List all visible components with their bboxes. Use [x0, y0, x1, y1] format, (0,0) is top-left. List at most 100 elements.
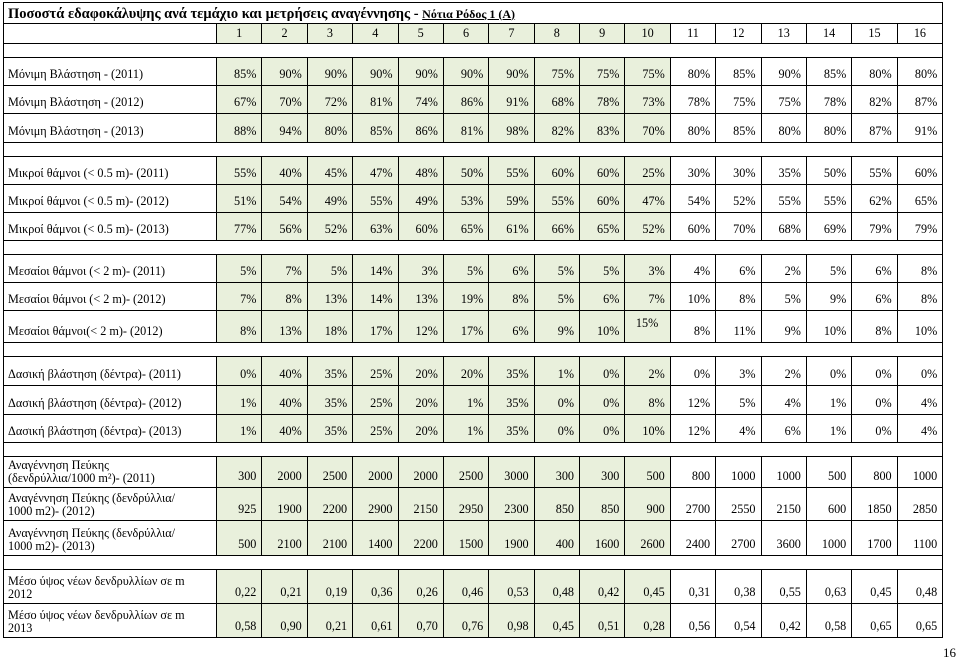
value-cell: 54% [669, 184, 717, 213]
value-cell: 0,19 [306, 569, 354, 604]
value-cell: 90% [488, 57, 535, 86]
value-cell: 63% [352, 212, 399, 241]
value-cell: 0,38 [715, 569, 762, 604]
separator-cell [2, 43, 944, 58]
value-cell: 8% [669, 310, 717, 343]
group-separator [2, 240, 944, 255]
value-cell: 0,53 [488, 569, 535, 604]
value-cell: 800 [669, 456, 717, 488]
value-cell: 850 [533, 487, 581, 521]
value-cell: 925 [215, 487, 263, 521]
value-cell: 65% [442, 212, 490, 241]
value-cell: 49% [306, 184, 354, 213]
value-cell: 1400 [352, 520, 399, 556]
value-cell: 50% [805, 156, 853, 185]
value-cell: 65% [578, 212, 626, 241]
value-cell: 5% [533, 282, 581, 311]
table-row: Μόνιμη Βλάστηση - (2011) 85% 90% 90% 90% 90% 9… [3, 57, 944, 86]
value-cell: 86% [397, 113, 444, 143]
value-cell: 2100 [261, 520, 308, 556]
value-cell: 0% [533, 414, 581, 443]
value-cell: 91% [896, 113, 944, 143]
value-cell: 9% [760, 310, 807, 343]
value-cell: 300 [533, 456, 581, 488]
value-cell: 5% [760, 282, 807, 311]
value-cell: 49% [397, 184, 444, 213]
value-cell: 30% [715, 156, 762, 185]
value-cell: 0,51 [578, 603, 626, 638]
value-cell: 8% [715, 282, 762, 311]
value-cell: 87% [851, 113, 898, 143]
value-cell: 5% [805, 254, 853, 283]
table-row: Μεσαίοι θάμνοι (< 2 m)- (2012) 7% 8% 13% 14%… [3, 282, 944, 311]
value-cell: 500 [215, 520, 263, 556]
value-cell: 90% [306, 57, 354, 86]
value-cell: 72% [306, 85, 354, 114]
value-cell: 2% [624, 356, 671, 386]
value-cell: 8% [896, 254, 944, 283]
value-cell: 0,65 [851, 603, 898, 638]
value-cell: 8% [624, 385, 671, 415]
row-label: Δασική βλάστηση (δέντρα)- (2011) [3, 356, 217, 386]
value-cell: 9% [533, 310, 581, 343]
value-cell: 10% [624, 414, 671, 443]
value-cell: 40% [261, 385, 308, 415]
value-cell: 5% [306, 254, 354, 283]
value-cell: 2550 [715, 487, 762, 521]
value-cell: 1600 [578, 520, 626, 556]
column-header: 3 [306, 23, 354, 44]
value-cell: 17% [352, 310, 399, 343]
row-label-line: Μέσο ύψος νέων δενδρυλλίων σε m [8, 608, 185, 622]
value-cell: 35% [306, 356, 354, 386]
value-cell: 0,98 [488, 603, 535, 638]
separator-cell [2, 240, 944, 255]
value-cell: 25% [624, 156, 671, 185]
value-cell: 25% [352, 356, 399, 386]
value-cell: 35% [306, 414, 354, 443]
value-cell: 75% [715, 85, 762, 114]
value-cell: 600 [805, 487, 853, 521]
value-cell: 45% [306, 156, 354, 185]
value-cell: 55% [352, 184, 399, 213]
value-cell: 2500 [442, 456, 490, 488]
group-separator [2, 442, 944, 457]
value-cell: 13% [397, 282, 444, 311]
value-cell: 40% [261, 356, 308, 386]
value-cell: 5% [578, 254, 626, 283]
value-cell: 300 [215, 456, 263, 488]
row-label: Αναγέννηση Πεύκης (δενδρύλλια/1000 m²)- (… [3, 456, 217, 488]
value-cell: 4% [760, 385, 807, 415]
value-cell: 6% [488, 254, 535, 283]
table-row: Μεσαίοι θάμνοι(< 2 m)- (2012) 8% 13% 18% 17%… [3, 310, 944, 343]
value-cell: 54% [261, 184, 308, 213]
value-cell: 0,63 [805, 569, 853, 604]
separator-cell [2, 442, 944, 457]
value-cell: 14% [352, 282, 399, 311]
value-cell: 82% [533, 113, 581, 143]
row-label: Δασική βλάστηση (δέντρα)- (2012) [3, 385, 217, 415]
row-label: Μόνιμη Βλάστηση - (2012) [3, 85, 217, 114]
value-cell: 8% [896, 282, 944, 311]
column-header: 2 [261, 23, 308, 44]
value-cell: 2150 [397, 487, 444, 521]
group-separator [2, 142, 944, 157]
value-cell: 74% [397, 85, 444, 114]
row-label: Μόνιμη Βλάστηση - (2013) [3, 113, 217, 143]
value-cell: 2200 [306, 487, 354, 521]
table-row: Μόνιμη Βλάστηση - (2013) 88% 94% 80% 85% 86% 8… [3, 113, 944, 143]
value-cell: 0,61 [352, 603, 399, 638]
value-cell: 86% [442, 85, 490, 114]
value-cell: 75% [624, 57, 671, 86]
value-cell: 1% [215, 385, 263, 415]
value-cell: 11% [715, 310, 762, 343]
column-header: 5 [397, 23, 444, 44]
value-cell: 70% [624, 113, 671, 143]
value-cell: 83% [578, 113, 626, 143]
separator-cell [2, 142, 944, 157]
value-cell: 0% [669, 356, 717, 386]
value-cell: 2000 [352, 456, 399, 488]
value-cell: 85% [805, 57, 853, 86]
table-row: Αναγέννηση Πεύκης (δενδρύλλια/1000 m2)- … [3, 520, 944, 556]
value-cell: 2300 [488, 487, 535, 521]
row-label-line: Αναγέννηση Πεύκης (δενδρύλλια/ [8, 526, 176, 540]
